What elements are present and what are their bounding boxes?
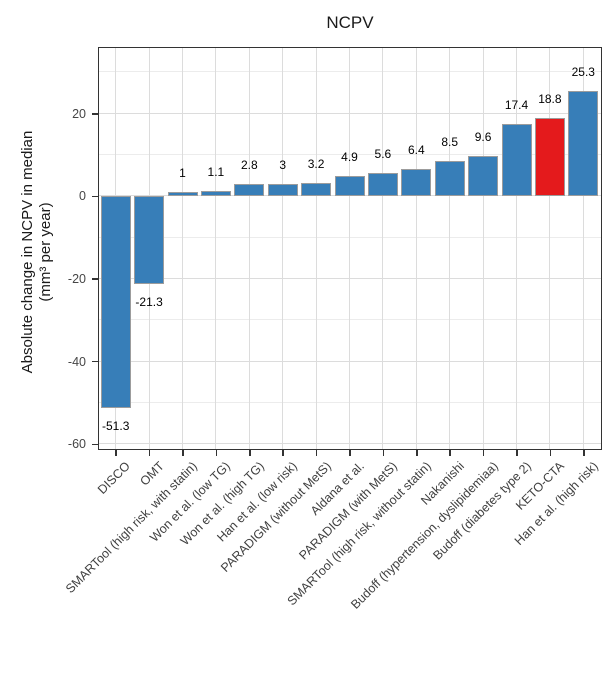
bar xyxy=(434,160,465,196)
bar-value-label: -51.3 xyxy=(102,418,130,433)
gridline-vertical xyxy=(282,48,284,449)
plot-panel: -51.3 -21.3 1 1.1 2.8 3 3.2 4.9 5.6 6.4 8.5 9.6 17.4… xyxy=(98,47,602,450)
bar-value-label: 8.5 xyxy=(441,134,459,149)
y-axis-tick-label: 0 xyxy=(79,189,86,204)
x-tick xyxy=(482,450,485,456)
bar-value-label: 5.6 xyxy=(374,146,392,161)
bar xyxy=(568,91,599,196)
x-tick xyxy=(148,450,151,456)
y-tick xyxy=(92,195,99,198)
gridline-horizontal-minor xyxy=(99,402,601,404)
x-tick xyxy=(449,450,451,456)
bar-value-label: 9.6 xyxy=(474,130,492,145)
y-axis-tick-label: -40 xyxy=(67,354,86,369)
gridline-vertical xyxy=(182,48,183,449)
gridline-vertical xyxy=(415,48,417,449)
bar-value-label: 6.4 xyxy=(407,143,425,158)
gridline-vertical xyxy=(315,48,317,449)
x-axis-label: DISCO xyxy=(95,459,134,497)
bar xyxy=(301,182,332,196)
bar-value-label: 25.3 xyxy=(571,65,595,80)
gridline-horizontal-major xyxy=(99,443,601,445)
gridline-horizontal-minor xyxy=(99,71,601,73)
x-tick xyxy=(282,450,284,456)
x-tick xyxy=(215,450,218,456)
x-tick xyxy=(182,450,184,456)
y-axis-title-line2: (mm³ per year) xyxy=(37,202,54,302)
bar xyxy=(468,156,499,196)
bar-value-label: 4.9 xyxy=(341,149,358,164)
x-tick xyxy=(416,450,418,456)
x-axis-label: SMARTool (high risk, with statin) xyxy=(62,459,200,596)
y-tick xyxy=(92,360,99,363)
y-tick xyxy=(92,278,99,280)
y-axis-tick-label: 20 xyxy=(72,106,86,121)
gridline-horizontal-minor xyxy=(99,154,601,156)
x-tick xyxy=(382,450,385,456)
bar-value-label: 18.8 xyxy=(538,92,562,107)
gridline-vertical xyxy=(215,48,217,449)
y-tick xyxy=(92,443,99,446)
y-axis-title-line1: Absolute change in NCPV in median xyxy=(19,130,36,374)
bar xyxy=(167,191,198,196)
x-tick xyxy=(115,450,117,456)
bar-value-label: -21.3 xyxy=(135,294,163,309)
bar-value-label: 1.1 xyxy=(207,165,225,180)
bar xyxy=(267,183,298,196)
gridline-vertical xyxy=(382,48,384,449)
y-axis-tick-label: -20 xyxy=(67,272,86,287)
x-tick xyxy=(249,450,251,456)
gridline-vertical xyxy=(248,48,250,449)
x-axis-label: OMT xyxy=(136,459,167,489)
x-tick xyxy=(349,450,351,456)
bar-value-label: 3 xyxy=(279,157,287,172)
bar-highlight xyxy=(534,118,565,196)
y-tick xyxy=(92,113,99,115)
gridline-vertical xyxy=(482,48,484,449)
bar xyxy=(234,184,265,196)
gridline-horizontal-major xyxy=(99,195,601,197)
gridline-vertical xyxy=(516,48,517,449)
bar xyxy=(501,124,532,196)
x-tick xyxy=(315,450,318,456)
gridline-vertical xyxy=(349,48,350,449)
bar xyxy=(100,195,131,408)
x-tick xyxy=(516,450,518,456)
gridline-vertical xyxy=(449,48,451,449)
bar-value-label: 1 xyxy=(179,165,186,180)
x-tick xyxy=(549,450,552,456)
gridline-horizontal-minor xyxy=(99,236,601,238)
bar-value-label: 3.2 xyxy=(307,156,325,171)
bar xyxy=(401,169,432,196)
gridline-horizontal-major xyxy=(99,360,601,362)
bar-value-label: 2.8 xyxy=(240,158,258,173)
gridline-horizontal-major xyxy=(99,278,601,280)
bar xyxy=(334,175,365,196)
bar xyxy=(134,195,165,284)
bar xyxy=(200,191,231,196)
gridline-horizontal-major xyxy=(99,112,601,114)
gridline-horizontal-minor xyxy=(99,319,601,321)
x-tick xyxy=(583,450,585,456)
gridline-vertical xyxy=(582,48,584,449)
bar-value-label: 17.4 xyxy=(504,98,529,113)
chart-title: NCPV xyxy=(326,13,374,32)
gridline-vertical xyxy=(549,48,551,449)
bar xyxy=(367,172,398,196)
y-axis-tick-label: -60 xyxy=(67,437,86,452)
